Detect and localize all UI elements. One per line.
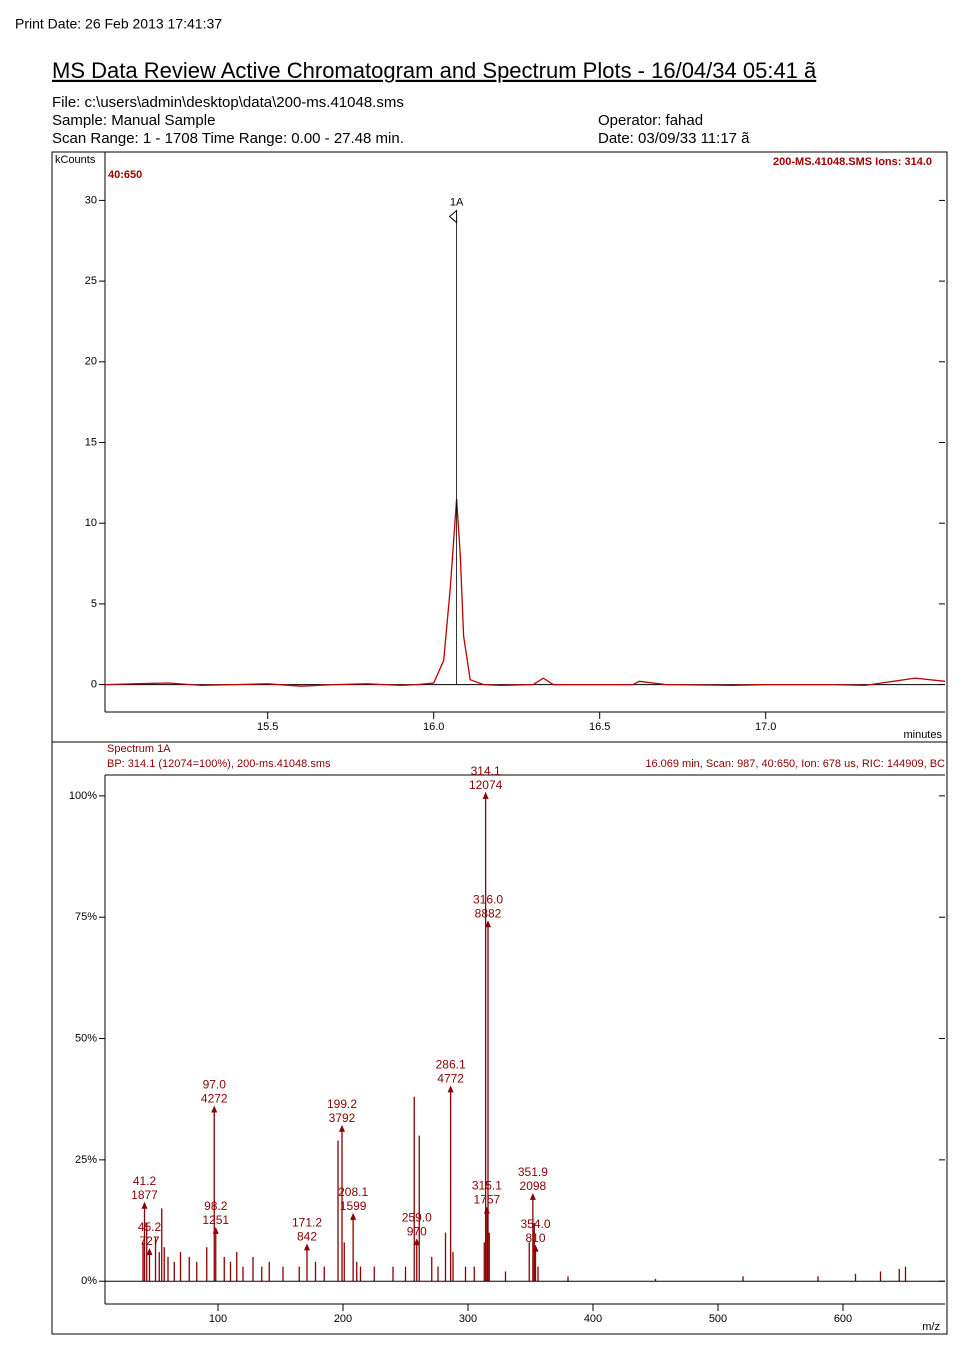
peak-arrow xyxy=(212,1226,219,1234)
peak-mz-label: 45.2 xyxy=(138,1220,162,1234)
x-tick-label: 16.5 xyxy=(589,721,610,733)
peak-count-label: 8882 xyxy=(475,906,502,920)
scan-range: Scan Range: 1 - 1708 Time Range: 0.00 - … xyxy=(52,130,404,147)
peak-arrow xyxy=(482,791,489,799)
peak-arrow xyxy=(483,1206,490,1214)
peak-mz-label: 314.1 xyxy=(471,764,501,778)
x-tick-label: 200 xyxy=(334,1313,352,1325)
peak-arrow xyxy=(485,920,491,928)
peak-mz-label: 97.0 xyxy=(203,1078,227,1092)
peak-count-label: 1251 xyxy=(202,1213,229,1227)
peak-arrow xyxy=(447,1085,454,1093)
y-tick-label: 100% xyxy=(69,790,97,802)
peak-arrow xyxy=(339,1124,345,1132)
x-axis-label: minutes xyxy=(903,729,942,741)
peak-count-label: 1757 xyxy=(474,1193,501,1207)
peak-arrow xyxy=(413,1238,420,1246)
frame xyxy=(51,151,948,1335)
peak-mz-label: 354.0 xyxy=(520,1217,550,1231)
operator: Operator: fahad xyxy=(598,112,703,129)
peak-count-label: 1877 xyxy=(131,1188,158,1202)
peak-count-label: 810 xyxy=(525,1231,545,1245)
peak-arrow xyxy=(304,1243,310,1251)
peak-count-label: 4272 xyxy=(201,1092,228,1106)
peak-count-label: 12074 xyxy=(469,778,503,792)
peak-label: 1A xyxy=(450,196,464,208)
sample: Sample: Manual Sample xyxy=(52,112,215,129)
peak-count-label: 4772 xyxy=(437,1072,464,1086)
x-tick-label: 500 xyxy=(709,1313,727,1325)
report-title: MS Data Review Active Chromatogram and S… xyxy=(52,58,817,83)
x-tick-label: 16.0 xyxy=(423,721,444,733)
y-axis-label: kCounts xyxy=(55,154,96,166)
ions-label: 200-MS.41048.SMS Ions: 314.0 xyxy=(773,156,932,168)
peak-count-label: 727 xyxy=(139,1234,159,1248)
trace-label: 40:650 xyxy=(108,169,142,181)
chromatogram-line xyxy=(104,498,946,687)
y-tick-label: 25 xyxy=(85,275,97,287)
y-tick-label: 0% xyxy=(81,1275,97,1287)
peak-count-label: 1599 xyxy=(340,1199,367,1213)
x-axis-label: m/z xyxy=(922,1321,940,1333)
peak-arrow xyxy=(141,1201,148,1209)
file: File: c:\users\admin\desktop\data\200-ms… xyxy=(52,94,404,111)
peak-arrow xyxy=(146,1247,153,1255)
peak-mz-label: 98.2 xyxy=(204,1199,228,1213)
y-tick-label: 25% xyxy=(75,1154,97,1166)
peak-arrow xyxy=(211,1105,218,1113)
peak-mz-label: 199.2 xyxy=(327,1097,357,1111)
y-tick-label: 75% xyxy=(75,911,97,923)
x-tick-label: 400 xyxy=(584,1313,602,1325)
peak-count-label: 970 xyxy=(407,1224,427,1238)
spectrum-title: Spectrum 1A xyxy=(107,743,171,755)
peak-mz-label: 171.2 xyxy=(292,1216,322,1230)
y-tick-label: 15 xyxy=(85,436,97,448)
x-tick-label: 300 xyxy=(459,1313,477,1325)
peak-count-label: 2098 xyxy=(520,1179,547,1193)
print-date: Print Date: 26 Feb 2013 17:41:37 xyxy=(15,16,222,32)
y-tick-label: 20 xyxy=(85,356,97,368)
peak-mz-label: 259.0 xyxy=(402,1210,432,1224)
date: Date: 03/09/33 11:17 ã xyxy=(598,130,750,147)
y-tick-label: 5 xyxy=(91,598,97,610)
peak-count-label: 842 xyxy=(297,1230,317,1244)
peak-mz-label: 41.2 xyxy=(133,1174,157,1188)
x-tick-label: 17.0 xyxy=(755,721,776,733)
peak-marker xyxy=(448,209,458,224)
spectrum-subtitle: BP: 314.1 (12074=100%), 200-ms.41048.sms xyxy=(107,758,331,770)
peak-mz-label: 316.0 xyxy=(473,892,503,906)
x-tick-label: 100 xyxy=(209,1313,227,1325)
peak-mz-label: 315.1 xyxy=(472,1179,502,1193)
peak-arrow xyxy=(529,1192,536,1200)
y-tick-label: 30 xyxy=(85,194,97,206)
y-tick-label: 50% xyxy=(75,1032,97,1044)
x-tick-label: 15.5 xyxy=(257,721,278,733)
x-tick-label: 600 xyxy=(834,1313,852,1325)
peak-mz-label: 208.1 xyxy=(338,1185,368,1199)
peak-mz-label: 286.1 xyxy=(436,1058,466,1072)
scan-info: 16.069 min, Scan: 987, 40:650, Ion: 678 … xyxy=(645,758,945,770)
y-tick-label: 0 xyxy=(91,678,97,690)
y-tick-label: 10 xyxy=(85,517,97,529)
peak-arrow xyxy=(350,1212,357,1220)
peak-mz-label: 351.9 xyxy=(518,1165,548,1179)
peak-count-label: 3792 xyxy=(329,1111,356,1125)
